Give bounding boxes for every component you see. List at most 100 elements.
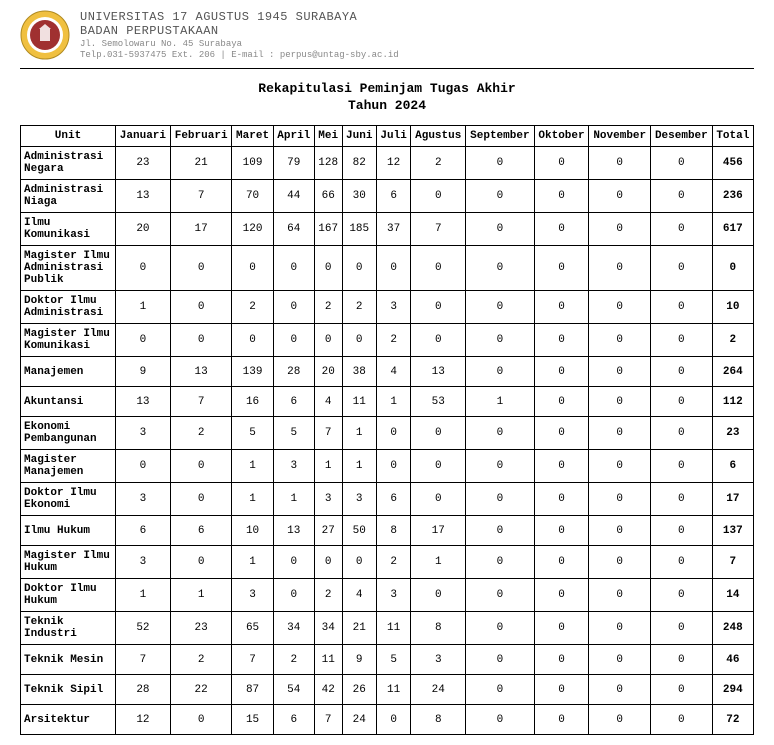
address-line: Jl. Semolowaru No. 45 Surabaya (80, 39, 754, 50)
column-header: Januari (116, 126, 171, 147)
value-cell: 1 (232, 546, 273, 579)
report-title: Rekapitulasi Peminjam Tugas Akhir (20, 81, 754, 96)
value-cell: 185 (342, 213, 376, 246)
value-cell: 0 (170, 291, 232, 324)
value-cell: 167 (314, 213, 342, 246)
value-cell: 0 (170, 705, 232, 735)
unit-name-cell: Teknik Mesin (21, 645, 116, 675)
table-row: Manajemen9131392820384130000264 (21, 357, 754, 387)
value-cell: 1 (376, 387, 410, 417)
value-cell: 13 (116, 180, 171, 213)
value-cell: 0 (273, 546, 314, 579)
value-cell: 0 (589, 291, 651, 324)
table-header: UnitJanuariFebruariMaretAprilMeiJuniJuli… (21, 126, 754, 147)
value-cell: 0 (534, 579, 589, 612)
value-cell: 3 (273, 450, 314, 483)
value-cell: 42 (314, 675, 342, 705)
value-cell: 0 (651, 705, 713, 735)
table-row: Ilmu Komunikasi2017120641671853770000617 (21, 213, 754, 246)
value-cell: 0 (466, 291, 534, 324)
unit-name-cell: Akuntansi (21, 387, 116, 417)
value-cell: 0 (466, 705, 534, 735)
value-cell: 0 (411, 180, 466, 213)
value-cell: 70 (232, 180, 273, 213)
value-cell: 17 (411, 516, 466, 546)
value-cell: 15 (232, 705, 273, 735)
value-cell: 24 (342, 705, 376, 735)
value-cell: 26 (342, 675, 376, 705)
value-cell: 4 (342, 579, 376, 612)
unit-name-cell: Ekonomi Pembangunan (21, 417, 116, 450)
total-cell: 6 (712, 450, 753, 483)
value-cell: 0 (534, 357, 589, 387)
unit-name-cell: Doktor Ilmu Hukum (21, 579, 116, 612)
value-cell: 0 (534, 516, 589, 546)
value-cell: 0 (376, 450, 410, 483)
value-cell: 0 (651, 450, 713, 483)
value-cell: 11 (376, 675, 410, 705)
value-cell: 54 (273, 675, 314, 705)
value-cell: 0 (116, 450, 171, 483)
value-cell: 0 (466, 213, 534, 246)
value-cell: 0 (170, 324, 232, 357)
value-cell: 7 (314, 417, 342, 450)
total-cell: 7 (712, 546, 753, 579)
value-cell: 0 (589, 450, 651, 483)
value-cell: 0 (466, 357, 534, 387)
value-cell: 34 (314, 612, 342, 645)
value-cell: 13 (411, 357, 466, 387)
total-cell: 112 (712, 387, 753, 417)
value-cell: 13 (170, 357, 232, 387)
value-cell: 11 (342, 387, 376, 417)
value-cell: 3 (342, 483, 376, 516)
unit-name-cell: Arsitektur (21, 705, 116, 735)
column-header: Total (712, 126, 753, 147)
value-cell: 50 (342, 516, 376, 546)
value-cell: 6 (376, 483, 410, 516)
report-year: Tahun 2024 (20, 98, 754, 113)
column-header: September (466, 126, 534, 147)
value-cell: 2 (170, 645, 232, 675)
page-header: UNIVERSITAS 17 AGUSTUS 1945 SURABAYA BAD… (20, 10, 754, 69)
value-cell: 12 (376, 147, 410, 180)
value-cell: 2 (342, 291, 376, 324)
value-cell: 0 (534, 450, 589, 483)
column-header: Juli (376, 126, 410, 147)
value-cell: 0 (170, 483, 232, 516)
column-header: Desember (651, 126, 713, 147)
value-cell: 0 (466, 516, 534, 546)
unit-name-cell: Magister Ilmu Komunikasi (21, 324, 116, 357)
value-cell: 0 (411, 291, 466, 324)
column-header: Agustus (411, 126, 466, 147)
unit-name-cell: Magister Ilmu Hukum (21, 546, 116, 579)
value-cell: 0 (170, 546, 232, 579)
value-cell: 0 (534, 387, 589, 417)
unit-name-cell: Magister Ilmu Administrasi Publik (21, 246, 116, 291)
value-cell: 13 (273, 516, 314, 546)
value-cell: 0 (466, 450, 534, 483)
value-cell: 0 (466, 417, 534, 450)
value-cell: 0 (651, 579, 713, 612)
value-cell: 0 (411, 324, 466, 357)
value-cell: 28 (273, 357, 314, 387)
value-cell: 0 (651, 546, 713, 579)
value-cell: 3 (232, 579, 273, 612)
value-cell: 38 (342, 357, 376, 387)
total-cell: 236 (712, 180, 753, 213)
table-row: Doktor Ilmu Hukum11302430000014 (21, 579, 754, 612)
value-cell: 2 (314, 579, 342, 612)
value-cell: 30 (342, 180, 376, 213)
value-cell: 21 (170, 147, 232, 180)
unit-name-cell: Magister Manajemen (21, 450, 116, 483)
value-cell: 11 (376, 612, 410, 645)
value-cell: 1 (170, 579, 232, 612)
table-row: Ilmu Hukum66101327508170000137 (21, 516, 754, 546)
value-cell: 0 (273, 246, 314, 291)
value-cell: 0 (534, 417, 589, 450)
value-cell: 2 (376, 324, 410, 357)
column-header: Oktober (534, 126, 589, 147)
value-cell: 0 (342, 246, 376, 291)
value-cell: 4 (376, 357, 410, 387)
value-cell: 0 (651, 213, 713, 246)
value-cell: 0 (651, 516, 713, 546)
